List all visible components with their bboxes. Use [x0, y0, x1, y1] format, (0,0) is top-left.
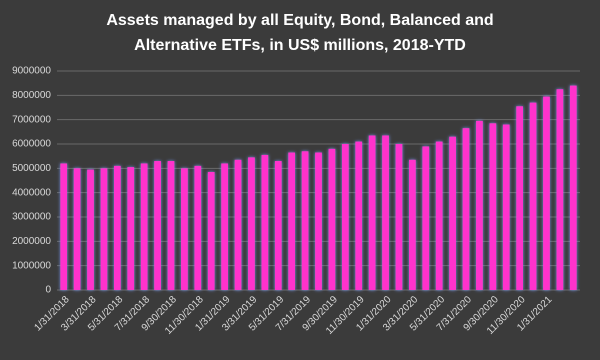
y-tick-label: 3000000: [12, 212, 51, 223]
bar: [556, 89, 564, 290]
bar: [368, 135, 376, 290]
bar: [60, 163, 68, 290]
y-tick-label: 0: [45, 285, 51, 296]
bar: [140, 163, 148, 290]
bar: [341, 144, 349, 290]
y-tick-label: 5000000: [12, 163, 51, 174]
bar: [167, 161, 175, 290]
y-tick-label: 7000000: [12, 114, 51, 125]
chart-title: Assets managed by all Equity, Bond, Bala…: [106, 12, 494, 54]
bar: [234, 159, 242, 290]
bar: [181, 168, 188, 290]
bar: [502, 124, 510, 291]
bar: [87, 169, 94, 290]
bar: [315, 152, 322, 290]
bar: [355, 141, 363, 290]
bar: [409, 159, 416, 290]
bar: [301, 151, 309, 290]
bar: [569, 85, 577, 290]
bar: [100, 168, 108, 290]
bar: [248, 157, 255, 290]
y-tick-label: 8000000: [12, 90, 51, 101]
bar: [543, 96, 550, 290]
bar: [462, 128, 470, 290]
y-tick-label: 2000000: [12, 236, 51, 247]
bar: [449, 136, 456, 290]
bar: [476, 120, 483, 290]
bar: [516, 106, 524, 291]
bar: [154, 161, 161, 290]
bar: [489, 123, 497, 290]
bar: [382, 135, 389, 290]
bar: [422, 146, 430, 290]
bar: [261, 154, 269, 290]
y-tick-label: 6000000: [12, 139, 51, 150]
bar: [435, 141, 443, 290]
bar: [113, 165, 121, 290]
bar: [127, 167, 135, 290]
bar: [194, 165, 202, 290]
bar: [529, 102, 537, 290]
y-tick-label: 1000000: [12, 260, 51, 271]
bar: [207, 171, 215, 290]
y-tick-label: 9000000: [12, 66, 51, 77]
bar: [221, 163, 228, 290]
y-tick-label: 4000000: [12, 187, 51, 198]
bar: [274, 161, 282, 290]
bar: [288, 152, 296, 290]
bar: [395, 144, 403, 290]
bar: [73, 168, 81, 290]
bar: [328, 148, 336, 290]
